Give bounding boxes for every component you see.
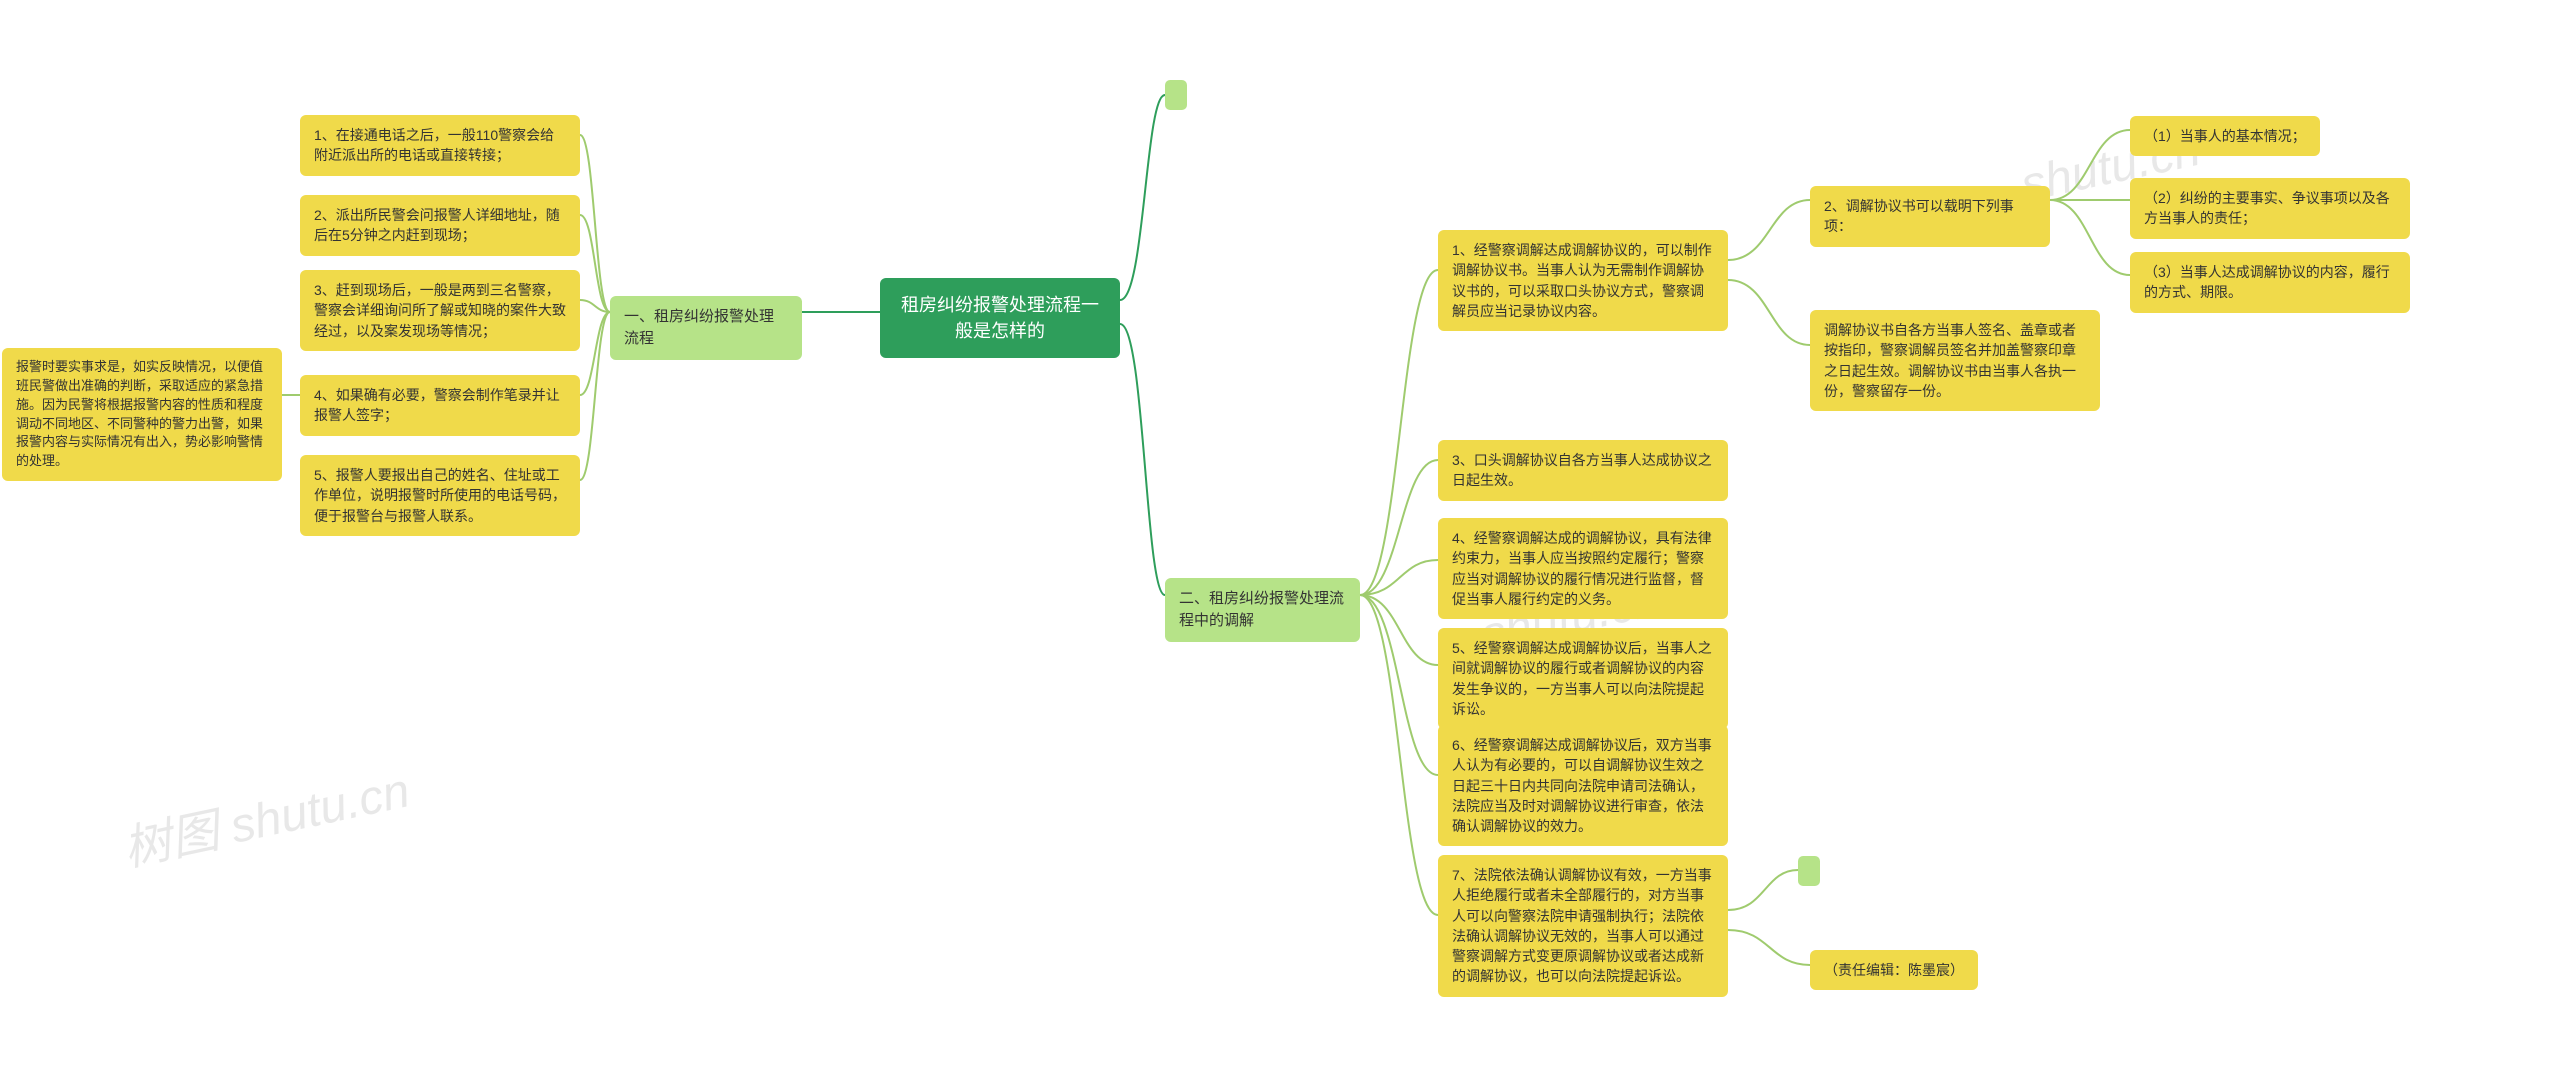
b2-leaf-5[interactable]: 5、经警察调解达成调解协议后，当事人之间就调解协议的履行或者调解协议的内容发生争… — [1438, 628, 1728, 729]
b1-leaf-1[interactable]: 1、在接通电话之后，一般110警察会给附近派出所的电话或直接转接； — [300, 115, 580, 176]
root-node[interactable]: 租房纠纷报警处理流程一般是怎样的 — [880, 278, 1120, 358]
watermark: 树图 shutu.cn — [116, 751, 415, 880]
b2-leaf-7[interactable]: 7、法院依法确认调解协议有效，一方当事人拒绝履行或者未全部履行的，对方当事人可以… — [1438, 855, 1728, 997]
b2-sub-label[interactable]: 2、调解协议书可以载明下列事项： — [1810, 186, 2050, 247]
b1-leaf-5[interactable]: 5、报警人要报出自己的姓名、住址或工作单位，说明报警时所使用的电话号码，便于报警… — [300, 455, 580, 536]
b2-leaf-1[interactable]: 1、经警察调解达成调解协议的，可以制作调解协议书。当事人认为无需制作调解协议书的… — [1438, 230, 1728, 331]
b2-sub-a[interactable]: （1）当事人的基本情况； — [2130, 116, 2320, 156]
stub-node-2 — [1798, 856, 1820, 886]
b2-leaf-1-note[interactable]: 调解协议书自各方当事人签名、盖章或者按指印，警察调解员签名并加盖警察印章之日起生… — [1810, 310, 2100, 411]
b2-leaf-6[interactable]: 6、经警察调解达成调解协议后，双方当事人认为有必要的，可以自调解协议生效之日起三… — [1438, 725, 1728, 846]
b1-leaf-4[interactable]: 4、如果确有必要，警察会制作笔录并让报警人签字； — [300, 375, 580, 436]
b2-sub-c[interactable]: （3）当事人达成调解协议的内容，履行的方式、期限。 — [2130, 252, 2410, 313]
branch-2[interactable]: 二、租房纠纷报警处理流程中的调解 — [1165, 578, 1360, 642]
b2-leaf-3[interactable]: 3、口头调解协议自各方当事人达成协议之日起生效。 — [1438, 440, 1728, 501]
stub-node — [1165, 80, 1187, 110]
branch-1[interactable]: 一、租房纠纷报警处理流程 — [610, 296, 802, 360]
b1-leaf-2[interactable]: 2、派出所民警会问报警人详细地址，随后在5分钟之内赶到现场； — [300, 195, 580, 256]
b2-leaf-4[interactable]: 4、经警察调解达成的调解协议，具有法律约束力，当事人应当按照约定履行；警察应当对… — [1438, 518, 1728, 619]
b2-leaf-7-note[interactable]: （责任编辑：陈墨宸） — [1810, 950, 1978, 990]
b2-sub-b[interactable]: （2）纠纷的主要事实、争议事项以及各方当事人的责任； — [2130, 178, 2410, 239]
note-text: 报警时要实事求是，如实反映情况，以便值班民警做出准确的判断，采取适应的紧急措施。… — [16, 359, 263, 468]
b1-leaf-4-detail[interactable]: 报警时要实事求是，如实反映情况，以便值班民警做出准确的判断，采取适应的紧急措施。… — [2, 348, 282, 481]
b1-leaf-3[interactable]: 3、赶到现场后，一般是两到三名警察，警察会详细询问所了解或知晓的案件大致经过，以… — [300, 270, 580, 351]
